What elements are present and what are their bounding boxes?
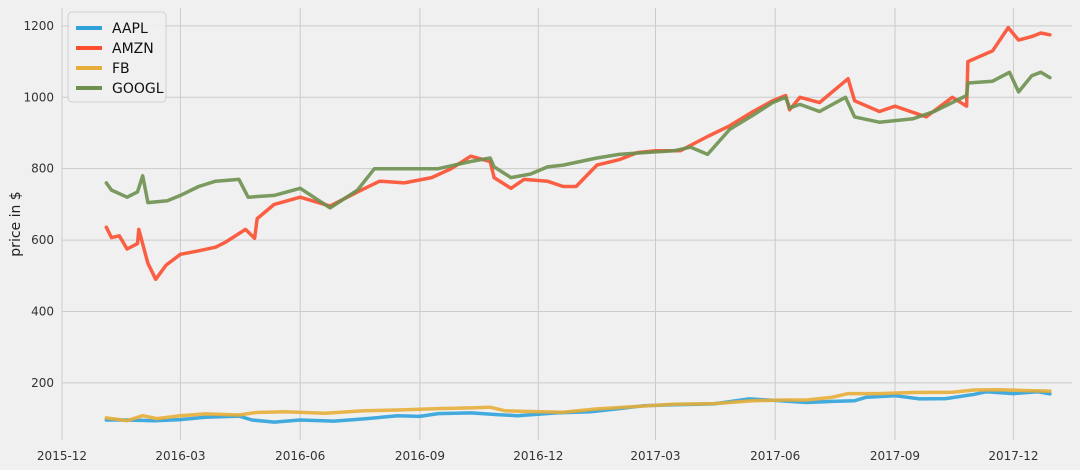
series-line-aapl — [104, 390, 1052, 424]
y-axis-ticks: 200 400 600 800 1000 1200 — [23, 19, 54, 390]
x-tick-label: 2016-09 — [395, 449, 445, 463]
x-tick-label: 2016-06 — [275, 449, 325, 463]
y-tick-label: 200 — [31, 376, 54, 390]
legend-label-googl: GOOGL — [112, 81, 164, 97]
y-tick-label: 600 — [31, 233, 54, 247]
series-line-amzn — [104, 25, 1052, 282]
legend-label-fb: FB — [112, 61, 130, 77]
x-tick-label: 2016-12 — [513, 449, 563, 463]
legend-box — [67, 11, 167, 103]
x-tick-label: 2017-03 — [630, 449, 680, 463]
plot-area — [62, 8, 1072, 440]
y-tick-label: 1200 — [23, 19, 54, 33]
y-tick-label: 800 — [31, 162, 54, 176]
x-tick-label: 2017-06 — [750, 449, 800, 463]
y-axis-label: price in $ — [8, 191, 24, 256]
x-tick-label: 2017-09 — [870, 449, 920, 463]
y-tick-label: 400 — [31, 304, 54, 318]
y-tick-label: 1000 — [23, 90, 54, 104]
x-tick-label: 2016-03 — [155, 449, 205, 463]
series-lines — [104, 25, 1052, 424]
x-tick-label: 2015-12 — [37, 449, 87, 463]
series-line-googl — [104, 70, 1052, 210]
legend-label-amzn: AMZN — [112, 41, 154, 57]
x-axis-ticks: 2015-12 2016-03 2016-06 2016-09 2016-12 2017-… — [37, 449, 1039, 463]
legend: AAPL AMZN FB GOOGL — [67, 11, 167, 103]
series-line-fb — [104, 387, 1052, 423]
legend-label-aapl: AAPL — [112, 21, 148, 37]
x-tick-label: 2017-12 — [988, 449, 1038, 463]
